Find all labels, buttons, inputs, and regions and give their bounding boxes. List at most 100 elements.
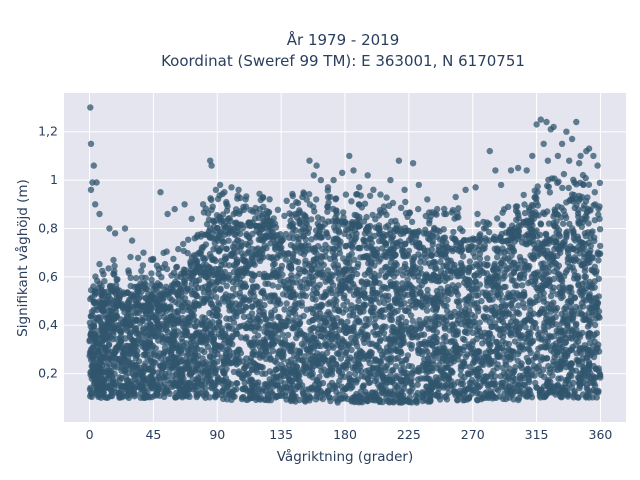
data-point bbox=[128, 291, 135, 298]
data-point bbox=[552, 344, 559, 351]
data-point bbox=[552, 383, 559, 390]
data-point bbox=[479, 333, 486, 340]
data-point bbox=[491, 285, 498, 293]
data-point bbox=[292, 247, 299, 254]
data-point bbox=[489, 395, 496, 402]
data-point bbox=[385, 292, 392, 300]
data-point bbox=[123, 377, 131, 385]
data-point bbox=[308, 366, 316, 373]
data-point bbox=[411, 253, 418, 261]
data-point bbox=[185, 379, 192, 387]
data-point bbox=[270, 321, 278, 328]
data-point bbox=[333, 350, 341, 357]
data-point bbox=[255, 255, 262, 263]
data-point bbox=[447, 290, 454, 298]
data-point bbox=[240, 253, 247, 260]
data-point bbox=[555, 271, 563, 278]
data-point bbox=[528, 273, 535, 280]
data-point bbox=[299, 388, 306, 395]
data-point bbox=[335, 245, 343, 253]
data-point bbox=[541, 326, 548, 333]
data-point bbox=[259, 245, 266, 253]
data-point bbox=[98, 307, 106, 314]
data-point bbox=[360, 290, 368, 297]
data-point bbox=[145, 315, 153, 322]
data-point bbox=[303, 284, 310, 292]
data-point bbox=[134, 365, 141, 373]
data-point bbox=[254, 323, 261, 330]
data-point bbox=[407, 298, 414, 305]
data-point bbox=[372, 356, 379, 363]
data-point bbox=[246, 388, 253, 395]
data-point bbox=[507, 329, 515, 336]
data-point bbox=[302, 369, 309, 377]
data-point bbox=[562, 339, 570, 346]
data-point bbox=[306, 394, 314, 401]
data-point bbox=[545, 389, 552, 397]
data-point bbox=[535, 335, 543, 342]
data-point bbox=[370, 394, 378, 401]
data-point bbox=[250, 293, 258, 300]
data-point bbox=[127, 297, 134, 304]
data-point bbox=[527, 307, 534, 314]
data-point bbox=[415, 347, 422, 354]
data-point bbox=[556, 275, 563, 283]
data-point bbox=[277, 339, 284, 346]
data-point bbox=[526, 224, 533, 232]
data-point bbox=[217, 286, 224, 293]
data-point bbox=[575, 282, 582, 289]
data-point bbox=[360, 383, 367, 390]
data-point bbox=[437, 250, 444, 257]
data-point bbox=[557, 365, 564, 373]
data-point bbox=[193, 292, 201, 300]
data-point bbox=[260, 236, 267, 244]
data-point bbox=[424, 387, 432, 394]
data-point bbox=[470, 249, 477, 257]
data-point bbox=[190, 301, 197, 309]
data-point bbox=[558, 384, 565, 392]
data-point bbox=[372, 252, 380, 259]
data-point bbox=[592, 365, 599, 372]
data-point bbox=[467, 384, 474, 391]
data-point bbox=[545, 343, 552, 350]
data-point bbox=[459, 253, 467, 260]
data-point bbox=[566, 263, 573, 271]
data-point bbox=[342, 242, 350, 250]
data-point bbox=[596, 372, 604, 379]
data-point bbox=[186, 386, 193, 393]
data-point bbox=[353, 333, 361, 340]
data-point bbox=[155, 325, 162, 332]
data-point bbox=[223, 282, 230, 289]
data-point bbox=[522, 323, 529, 331]
data-point bbox=[376, 396, 384, 404]
data-point bbox=[221, 268, 228, 276]
data-point bbox=[214, 346, 222, 353]
data-point bbox=[433, 335, 440, 342]
data-point bbox=[103, 314, 110, 322]
data-point bbox=[348, 266, 355, 273]
data-point bbox=[435, 243, 442, 250]
data-point bbox=[474, 262, 481, 270]
data-point bbox=[501, 269, 508, 276]
data-point bbox=[108, 367, 115, 374]
data-point bbox=[193, 318, 201, 325]
data-point bbox=[405, 328, 413, 335]
data-point bbox=[195, 376, 202, 383]
data-point bbox=[232, 355, 239, 362]
data-point bbox=[312, 314, 320, 321]
data-point bbox=[337, 238, 344, 245]
data-point bbox=[249, 276, 256, 284]
data-point bbox=[302, 248, 309, 255]
data-point bbox=[591, 374, 599, 381]
data-point bbox=[480, 373, 488, 380]
data-point bbox=[173, 394, 180, 401]
data-point bbox=[131, 326, 138, 334]
data-point bbox=[211, 392, 219, 400]
data-point bbox=[126, 350, 133, 357]
data-point bbox=[387, 342, 394, 349]
data-point bbox=[581, 316, 588, 323]
data-point bbox=[283, 317, 291, 325]
data-point bbox=[375, 366, 382, 373]
data-point bbox=[591, 321, 599, 329]
data-point bbox=[322, 241, 329, 249]
